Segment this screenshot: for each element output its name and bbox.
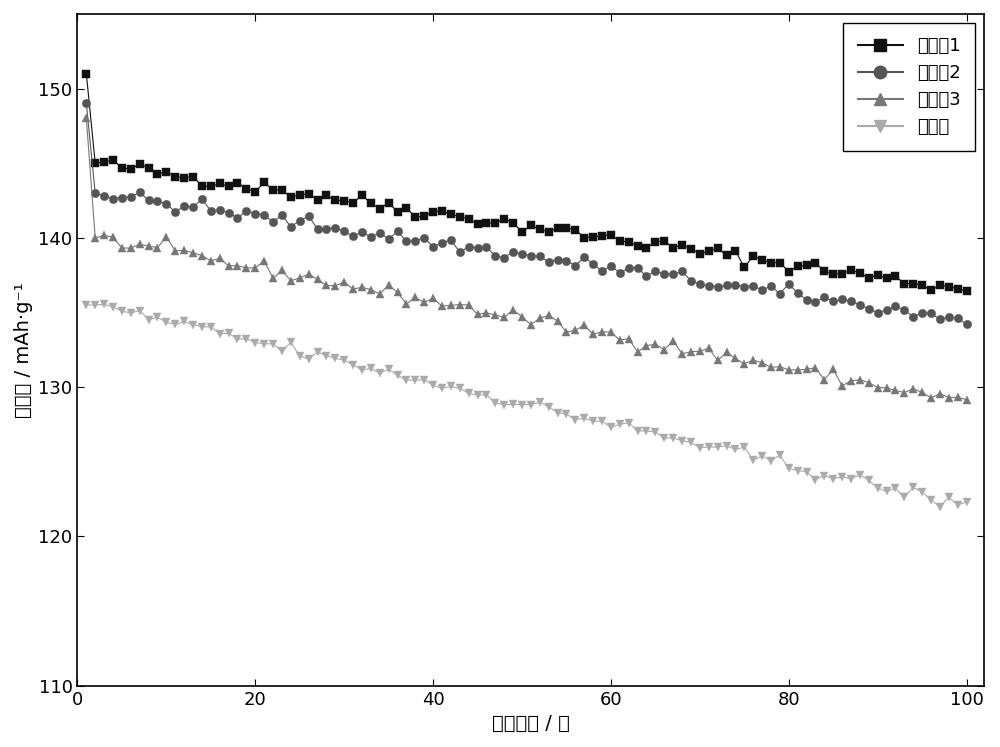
Legend: 实施例1, 实施例2, 实施例3, 对比例: 实施例1, 实施例2, 实施例3, 对比例 xyxy=(843,23,975,151)
X-axis label: 循环次数 / 次: 循环次数 / 次 xyxy=(492,714,570,733)
Y-axis label: 比容量 / mAh·g⁻¹: 比容量 / mAh·g⁻¹ xyxy=(14,282,33,418)
